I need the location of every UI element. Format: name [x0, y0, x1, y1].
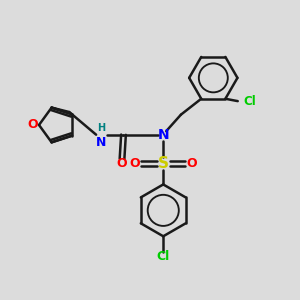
Text: N: N — [158, 128, 169, 142]
Text: H: H — [98, 123, 106, 133]
Text: O: O — [27, 118, 38, 131]
Text: N: N — [96, 136, 106, 149]
Text: Cl: Cl — [157, 250, 170, 263]
Text: O: O — [117, 157, 127, 170]
Text: Cl: Cl — [243, 94, 256, 108]
Text: O: O — [187, 157, 197, 170]
Text: S: S — [158, 156, 169, 171]
Text: O: O — [129, 157, 140, 170]
